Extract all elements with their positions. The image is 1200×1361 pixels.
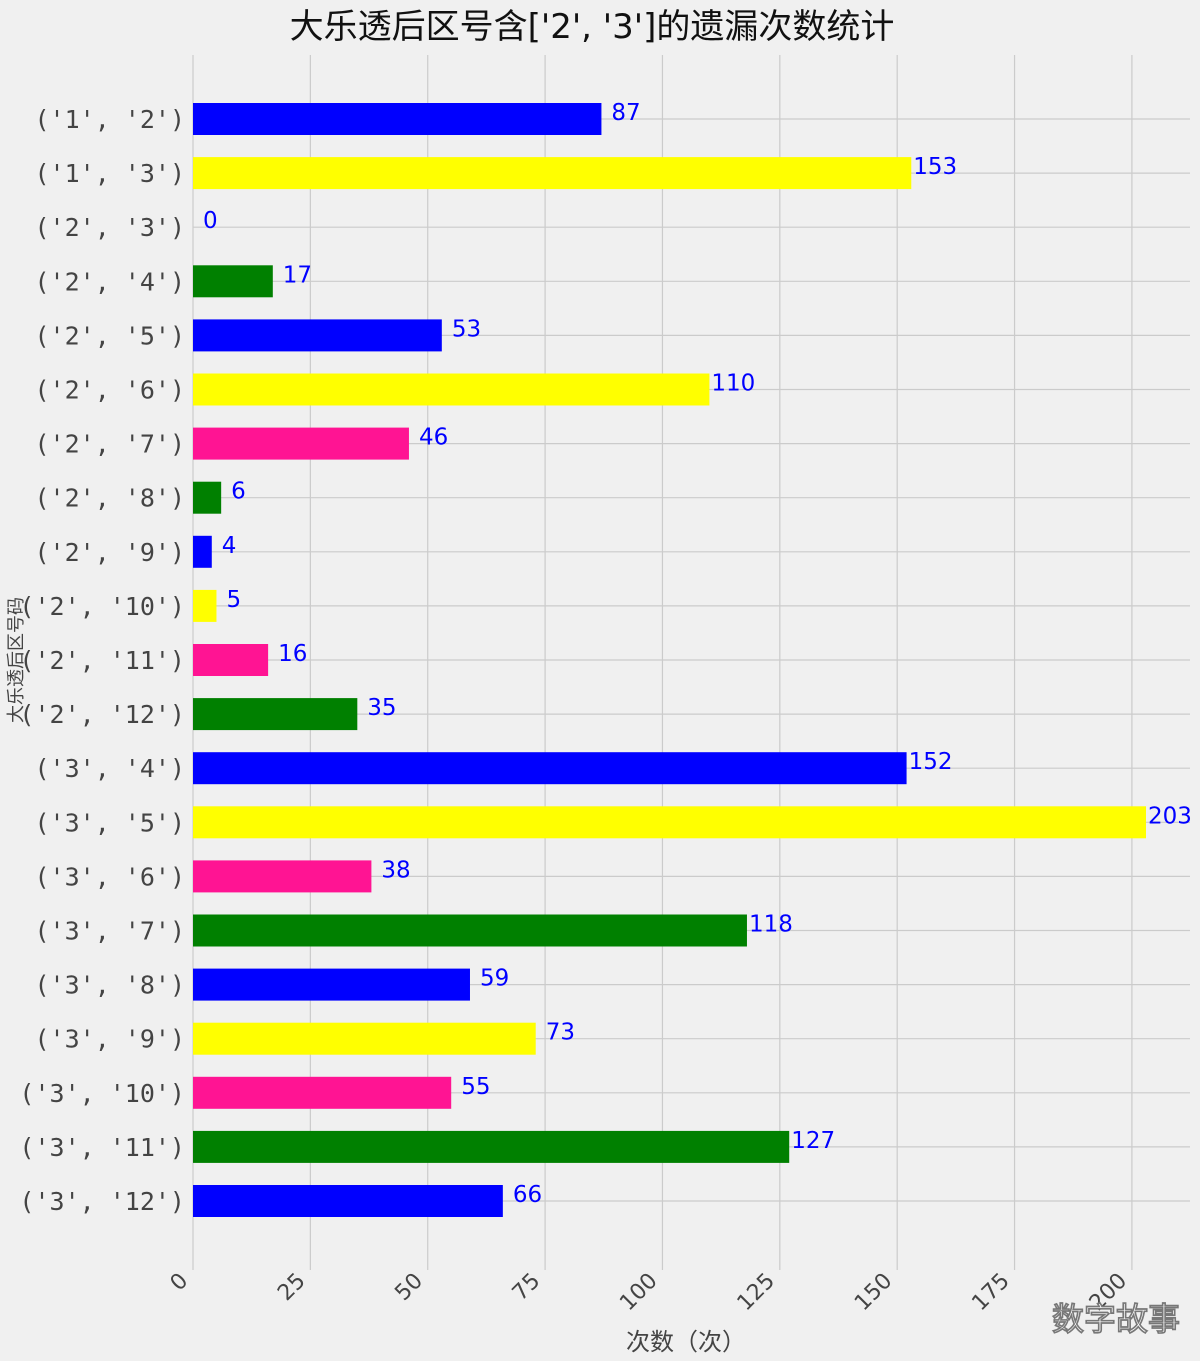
y-tick-label: ('2', '12') xyxy=(19,700,185,729)
y-tick-label: ('3', '9') xyxy=(34,1025,185,1054)
chart-title: 大乐透后区号含['2', '3']的遗漏次数统计 xyxy=(290,7,895,47)
bars xyxy=(193,103,1146,1217)
bar xyxy=(193,427,409,460)
y-tick-label: ('3', '6') xyxy=(34,862,185,891)
data-label: 127 xyxy=(791,1128,835,1154)
y-tick-label: ('3', '7') xyxy=(34,917,185,946)
y-tick-label: ('2', '8') xyxy=(34,484,185,513)
bar xyxy=(193,535,212,568)
data-label: 66 xyxy=(513,1182,542,1208)
y-tick-label: ('3', '12') xyxy=(19,1187,185,1216)
bar xyxy=(193,103,602,135)
y-tick-labels: ('1', '2') ('1', '3') ('2', '3') ('2', '4')… xyxy=(19,105,185,1216)
y-tick-label: ('1', '3') xyxy=(34,159,185,188)
bar xyxy=(193,157,912,190)
y-tick-label: ('3', '11') xyxy=(19,1133,185,1162)
bar xyxy=(193,914,747,947)
data-label: 53 xyxy=(452,316,481,342)
bar xyxy=(193,481,222,514)
bar xyxy=(193,1185,503,1217)
data-label: 46 xyxy=(419,425,448,451)
y-axis-label: 大乐透后区号码 xyxy=(6,597,27,723)
y-tick-label: ('3', '5') xyxy=(34,808,185,837)
data-label: 87 xyxy=(611,100,640,126)
data-label: 153 xyxy=(913,154,957,180)
data-label: 4 xyxy=(222,533,237,559)
y-tick-label: ('2', '7') xyxy=(34,430,185,459)
data-label: 152 xyxy=(909,749,953,775)
data-label: 0 xyxy=(203,208,218,234)
bar xyxy=(193,589,217,622)
data-label: 16 xyxy=(278,641,307,667)
y-tick-label: ('2', '4') xyxy=(34,267,185,296)
data-label: 17 xyxy=(283,262,312,288)
data-label: 118 xyxy=(749,912,793,938)
bar xyxy=(193,373,710,406)
bar xyxy=(193,752,907,785)
y-tick-label: ('2', '3') xyxy=(34,213,185,242)
watermark: 数字故事 xyxy=(1052,1300,1180,1338)
bar xyxy=(193,644,269,676)
data-label: 6 xyxy=(231,479,246,505)
bar xyxy=(193,1130,790,1163)
bar xyxy=(193,698,358,731)
y-tick-label: ('3', '8') xyxy=(34,971,185,1000)
data-label: 203 xyxy=(1148,803,1192,829)
bar xyxy=(193,319,442,352)
data-label: 73 xyxy=(546,1020,575,1046)
y-tick-label: ('1', '2') xyxy=(34,105,185,134)
bar xyxy=(193,1022,536,1055)
data-labels: 87 153 0 17 53 110 46 6 4 5 16 35 152 203 38 118 59 73 55 1… xyxy=(203,100,1192,1208)
data-label: 55 xyxy=(461,1074,490,1100)
bar xyxy=(193,1076,452,1109)
y-tick-label: ('3', '4') xyxy=(34,754,185,783)
y-tick-label: ('2', '6') xyxy=(34,376,185,405)
bar xyxy=(193,860,372,893)
x-axis-label: 次数（次） xyxy=(626,1328,746,1356)
data-label: 110 xyxy=(711,371,755,397)
y-tick-label: ('2', '9') xyxy=(34,538,185,567)
y-tick-label: ('3', '10') xyxy=(19,1079,185,1108)
y-tick-label: ('2', '5') xyxy=(34,321,185,350)
bar xyxy=(193,806,1146,839)
bar xyxy=(193,968,470,1001)
data-label: 59 xyxy=(480,966,509,992)
y-tick-label: ('2', '11') xyxy=(19,646,185,675)
bar xyxy=(193,265,273,298)
data-label: 38 xyxy=(381,857,410,883)
data-label: 5 xyxy=(226,587,241,613)
data-label: 35 xyxy=(367,695,396,721)
y-tick-label: ('2', '10') xyxy=(19,592,185,621)
